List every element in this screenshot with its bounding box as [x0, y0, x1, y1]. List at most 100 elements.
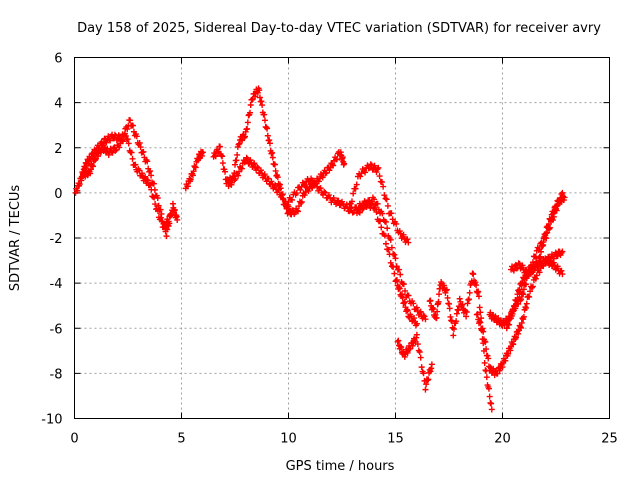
data-point [450, 332, 457, 339]
data-point [295, 203, 302, 210]
data-point [352, 185, 359, 192]
data-point [400, 231, 407, 238]
data-point [302, 182, 309, 189]
series-14 [508, 255, 566, 280]
data-point [105, 151, 112, 158]
data-point [359, 206, 366, 213]
data-point [413, 320, 420, 327]
data-point [472, 279, 479, 286]
data-point [335, 197, 342, 204]
data-point [470, 271, 477, 278]
data-point [136, 167, 143, 174]
data-point [157, 214, 164, 221]
data-point [505, 321, 512, 328]
data-point [217, 143, 224, 150]
data-point [554, 253, 561, 260]
data-point [312, 179, 319, 186]
data-point [398, 344, 405, 351]
data-point [446, 305, 453, 312]
data-point [505, 350, 512, 357]
data-point [124, 136, 131, 143]
data-point [396, 285, 403, 292]
series-9 [394, 331, 435, 393]
data-point [507, 347, 514, 354]
y-tick-label: 4 [54, 97, 62, 112]
data-point [430, 306, 437, 313]
data-point [417, 354, 424, 361]
data-point [241, 133, 248, 140]
data-point [124, 126, 131, 133]
data-point [527, 288, 534, 295]
data-point [523, 300, 530, 307]
data-point [436, 291, 443, 298]
data-point [416, 349, 423, 356]
data-point [383, 196, 390, 203]
data-point [367, 161, 374, 168]
data-point [386, 251, 393, 258]
data-point [459, 301, 466, 308]
data-point [399, 294, 406, 301]
data-point [238, 165, 245, 172]
data-point [545, 221, 552, 228]
data-point [261, 117, 268, 124]
data-point [355, 208, 362, 215]
series-8 [353, 199, 420, 329]
data-point [269, 154, 276, 161]
data-point [479, 325, 486, 332]
data-point [295, 208, 302, 215]
data-point [405, 239, 412, 246]
data-point [394, 338, 401, 345]
data-point [521, 276, 528, 283]
data-point [516, 286, 523, 293]
data-point [476, 304, 483, 311]
data-point [278, 192, 285, 199]
data-point [357, 173, 364, 180]
data-point [561, 194, 568, 201]
data-point [147, 181, 154, 188]
data-point [160, 224, 167, 231]
data-point [559, 248, 566, 255]
data-point [428, 361, 435, 368]
data-point [272, 167, 279, 174]
data-point [258, 98, 265, 105]
data-point [434, 308, 441, 315]
data-point [387, 236, 394, 243]
data-point [371, 162, 378, 169]
data-point [427, 368, 434, 375]
data-point [254, 163, 261, 170]
series-5 [225, 148, 348, 218]
data-point [129, 155, 136, 162]
data-point [519, 290, 526, 297]
data-point [184, 183, 191, 190]
data-point [397, 271, 404, 278]
data-point [163, 233, 170, 240]
data-point [301, 192, 308, 199]
data-point [268, 150, 275, 157]
data-point [446, 300, 452, 307]
data-point [373, 208, 380, 215]
data-point [450, 326, 457, 333]
data-point [422, 386, 429, 393]
data-point [536, 269, 543, 276]
data-point [401, 298, 408, 305]
data-point [341, 160, 348, 167]
data-point [518, 319, 525, 326]
data-point [559, 271, 566, 278]
data-point [533, 259, 540, 266]
data-point [435, 298, 442, 305]
data-point [423, 381, 430, 388]
data-point [120, 138, 127, 145]
data-point [531, 266, 538, 273]
data-point [167, 210, 174, 217]
data-point [272, 182, 279, 189]
data-point [264, 132, 271, 139]
data-point [334, 156, 341, 163]
data-point [513, 297, 520, 304]
data-point [557, 197, 564, 204]
data-point [325, 192, 332, 199]
data-point [315, 178, 322, 185]
data-point [360, 204, 367, 211]
data-point [515, 330, 522, 337]
data-point [289, 196, 296, 203]
data-point [533, 272, 540, 279]
